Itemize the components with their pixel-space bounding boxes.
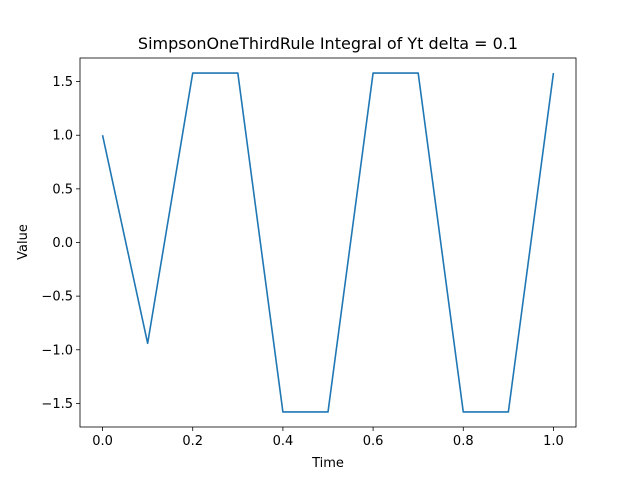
x-tick-label: 0.8 <box>453 434 474 449</box>
x-tick-label: 0.0 <box>92 434 113 449</box>
chart-title: SimpsonOneThirdRule Integral of Yt delta… <box>138 34 518 53</box>
y-axis: −1.5 −1.0 −0.5 0.0 0.5 1.0 1.5 <box>41 75 80 412</box>
y-tick-label: 1.5 <box>52 75 73 90</box>
series-line <box>101 72 555 413</box>
y-tick-label: 0.0 <box>52 236 73 251</box>
series-layer <box>101 72 555 413</box>
y-tick-label: −1.0 <box>41 343 73 358</box>
x-tick-label: 0.4 <box>273 434 294 449</box>
x-tick-label: 0.2 <box>182 434 203 449</box>
y-tick-label: 0.5 <box>52 182 73 197</box>
y-tick-label: −1.5 <box>41 397 73 412</box>
plot-frame <box>79 57 577 428</box>
y-tick-label: 1.0 <box>52 129 73 144</box>
y-axis-label: Value <box>16 224 31 260</box>
x-axis: 0.0 0.2 0.4 0.6 0.8 1.0 <box>92 427 564 449</box>
x-tick-label: 1.0 <box>543 434 564 449</box>
x-axis-label: Time <box>311 456 344 471</box>
y-tick-label: −0.5 <box>41 290 73 305</box>
x-tick-label: 0.6 <box>363 434 384 449</box>
plot-area <box>79 57 577 428</box>
